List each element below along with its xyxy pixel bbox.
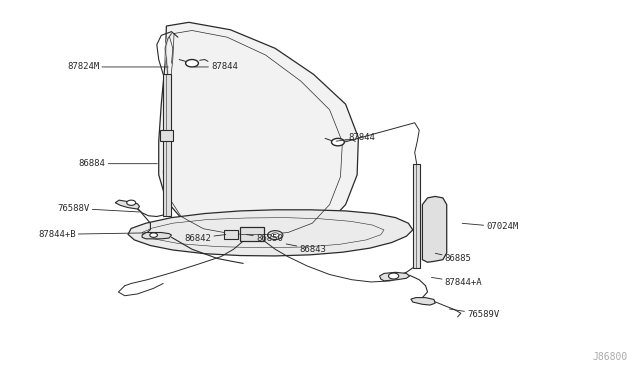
Circle shape bbox=[332, 138, 344, 146]
Text: 76589V: 76589V bbox=[449, 309, 499, 319]
Text: 76588V: 76588V bbox=[58, 204, 140, 213]
Circle shape bbox=[127, 200, 136, 205]
FancyBboxPatch shape bbox=[240, 227, 264, 241]
Circle shape bbox=[388, 273, 399, 279]
Polygon shape bbox=[380, 272, 410, 281]
Text: 87824M: 87824M bbox=[67, 62, 168, 71]
Text: 87844: 87844 bbox=[336, 133, 376, 142]
Text: 87844+B: 87844+B bbox=[38, 230, 146, 239]
Polygon shape bbox=[411, 298, 435, 305]
Polygon shape bbox=[422, 196, 447, 262]
Text: 86842: 86842 bbox=[184, 234, 226, 243]
Text: J86800: J86800 bbox=[592, 352, 627, 362]
Polygon shape bbox=[128, 210, 413, 256]
Polygon shape bbox=[159, 22, 358, 240]
Text: 87844: 87844 bbox=[195, 62, 238, 71]
FancyBboxPatch shape bbox=[224, 230, 238, 239]
Circle shape bbox=[186, 60, 198, 67]
FancyBboxPatch shape bbox=[160, 130, 173, 141]
Circle shape bbox=[150, 233, 157, 237]
Circle shape bbox=[268, 231, 283, 240]
Text: 86885: 86885 bbox=[435, 253, 472, 263]
Circle shape bbox=[271, 233, 279, 237]
FancyBboxPatch shape bbox=[413, 164, 420, 268]
FancyBboxPatch shape bbox=[163, 74, 171, 216]
Text: 86843: 86843 bbox=[286, 244, 326, 254]
Text: 87844+A: 87844+A bbox=[431, 278, 483, 287]
Text: 86884: 86884 bbox=[79, 159, 157, 168]
Text: 86850: 86850 bbox=[246, 234, 283, 243]
Text: 07024M: 07024M bbox=[462, 222, 518, 231]
Polygon shape bbox=[142, 232, 172, 239]
Polygon shape bbox=[115, 200, 140, 209]
